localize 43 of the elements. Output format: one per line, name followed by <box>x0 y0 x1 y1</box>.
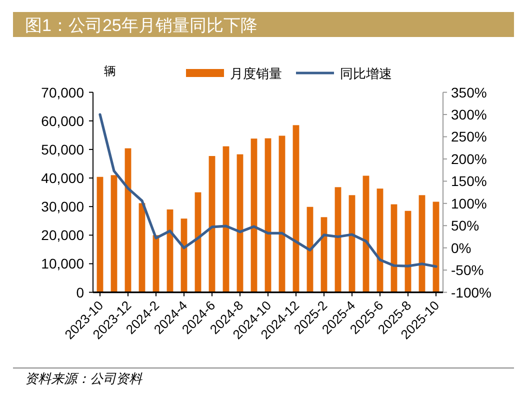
bar <box>362 176 370 292</box>
bar <box>334 187 342 292</box>
bar <box>264 138 272 292</box>
y2-tick-label: -50% <box>451 262 484 278</box>
bar <box>376 188 384 292</box>
legend-label: 同比增速 <box>340 66 392 81</box>
bar <box>292 125 300 292</box>
y-tick-label: 40,000 <box>41 170 84 186</box>
bar <box>236 154 244 292</box>
bar <box>348 195 356 292</box>
bar <box>222 146 230 292</box>
y-tick-label: 10,000 <box>41 256 84 272</box>
bar <box>278 136 286 292</box>
y-tick-label: 60,000 <box>41 112 84 129</box>
chart-title: 图1：公司25年月销量同比下降 <box>25 16 258 35</box>
y-tick-label: 30,000 <box>41 198 84 215</box>
y-tick-label: 20,000 <box>41 227 84 244</box>
y2-tick-label: 250% <box>451 128 487 145</box>
y2-tick-label: 200% <box>451 150 487 167</box>
y-axis-title: 辆 <box>104 64 116 78</box>
y-tick-label: 0 <box>76 284 84 300</box>
bar <box>208 156 216 292</box>
bar <box>138 203 146 292</box>
y2-tick-label: 150% <box>451 173 487 190</box>
legend-label: 月度销量 <box>230 66 282 81</box>
bar <box>110 175 118 292</box>
y2-tick-label: 300% <box>451 106 487 123</box>
y2-tick-label: 100% <box>451 195 487 212</box>
text: 资料来源：公司资料 <box>25 371 143 386</box>
bar <box>418 195 426 292</box>
y2-tick-label: 350% <box>451 84 487 100</box>
bar <box>124 148 132 292</box>
y2-tick-label: -100% <box>451 284 492 300</box>
bar <box>250 138 258 292</box>
bar <box>432 202 440 292</box>
y2-tick-label: 50% <box>451 218 480 234</box>
line-series <box>98 113 438 268</box>
y-tick-label: 70,000 <box>41 84 84 100</box>
y2-tick-label: 0% <box>451 240 472 256</box>
bar <box>194 192 202 292</box>
bar <box>390 204 398 292</box>
bar <box>96 176 104 292</box>
y-tick-label: 50,000 <box>41 141 84 158</box>
